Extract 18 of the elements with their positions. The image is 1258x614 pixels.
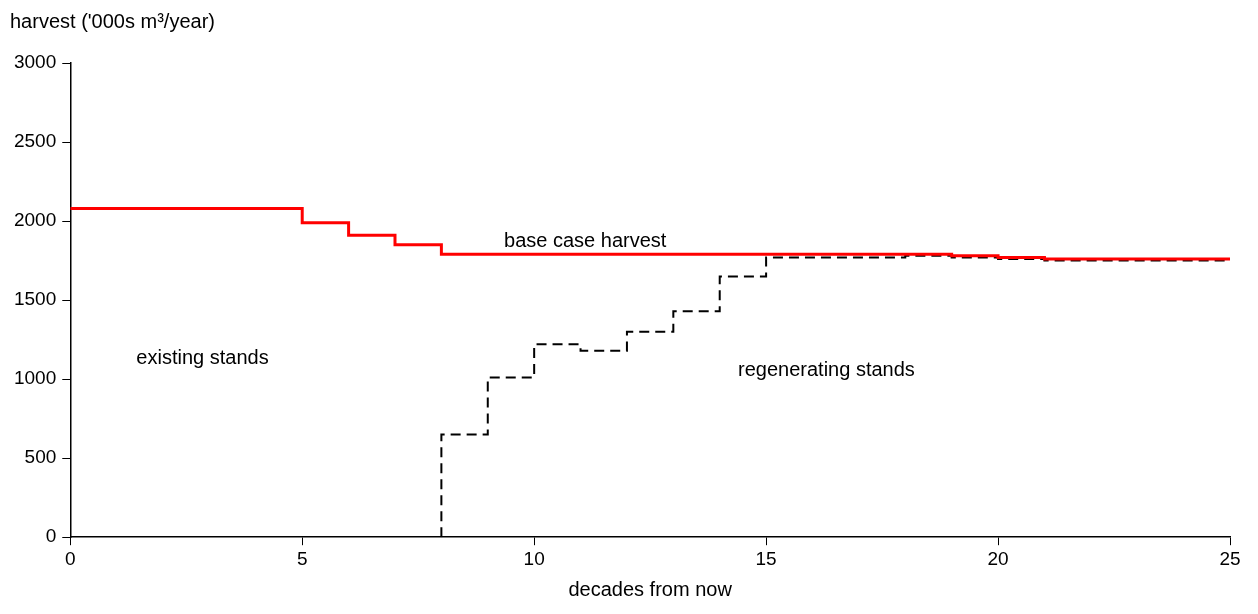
annotation: base case harvest — [504, 228, 667, 251]
x-tick-label: 15 — [755, 547, 777, 569]
y-tick-label: 2000 — [13, 209, 57, 231]
annotation: existing stands — [136, 346, 269, 369]
y-tick-label: 0 — [45, 525, 57, 547]
x-tick-label: 20 — [987, 547, 1009, 569]
annotation: regenerating stands — [738, 358, 915, 381]
x-tick-label: 5 — [296, 547, 308, 569]
y-tick-label: 2500 — [13, 130, 57, 152]
y-tick-label: 500 — [24, 446, 57, 468]
y-tick-label: 1500 — [13, 288, 57, 310]
x-tick-label: 25 — [1219, 547, 1241, 569]
x-tick-label: 0 — [64, 547, 76, 569]
x-axis-title: decades from now — [568, 577, 733, 600]
y-tick-label: 3000 — [13, 51, 57, 73]
x-tick-label: 10 — [523, 547, 545, 569]
y-axis-title: harvest ('000s m³/year) — [10, 9, 215, 32]
y-tick-label: 1000 — [13, 367, 57, 389]
